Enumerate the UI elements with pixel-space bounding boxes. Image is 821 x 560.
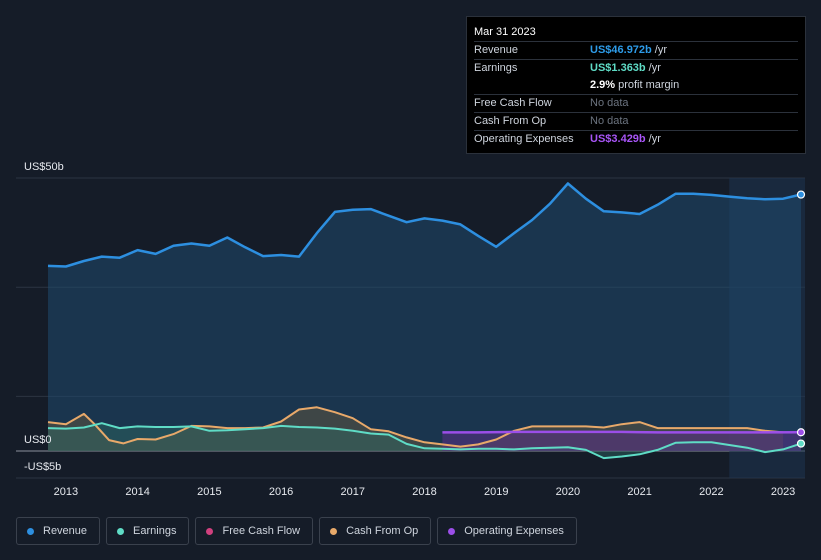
legend-item-revenue[interactable]: Revenue [16,517,101,545]
legend-dot-icon [27,527,34,535]
tooltip-cfo-value: No data [590,115,629,127]
tooltip-row-opex: Operating Expenses US$3.429b /yr [474,130,798,148]
x-tick-label: 2020 [556,486,580,498]
revenue-area [48,183,801,451]
tooltip-cfo-label: Cash From Op [474,115,547,127]
tooltip-margin-text: profit margin [618,79,680,91]
series-areas [48,183,801,459]
series-lines [47,182,802,460]
tooltip-earnings-value: US$1.363b [590,62,646,74]
tooltip-earnings-label: Earnings [474,62,518,74]
legend: Revenue Earnings Free Cash Flow Cash Fro… [16,517,577,545]
tooltip-opex-value: US$3.429b [590,133,646,145]
y-tick-label: US$50b [24,161,64,173]
tooltip-row-earnings: Earnings US$1.363b /yr [474,59,798,77]
operating-expenses-area [442,431,801,451]
earnings-marker [796,439,806,448]
earnings-line [47,422,802,460]
legend-label: Free Cash Flow [222,525,301,537]
legend-label: Operating Expenses [464,525,564,537]
legend-dot-icon [448,527,456,535]
tooltip: Mar 31 2023 Revenue US$46.972b /yr Earni… [466,16,806,154]
x-tick-label: 2023 [771,486,795,498]
tooltip-revenue-value: US$46.972b [590,44,652,56]
legend-item-free-cash-flow[interactable]: Free Cash Flow [195,517,314,545]
tooltip-opex-label: Operating Expenses [474,133,574,145]
y-tick-label: US$0 [24,434,52,446]
x-axis: 2013 2014 2015 2016 2017 2018 2019 2020 2021 2022… [54,486,796,498]
x-tick-label: 2015 [197,486,221,498]
x-tick-label: 2013 [54,486,78,498]
revenue-line [47,182,802,268]
tooltip-row-revenue: Revenue US$46.972b /yr [474,41,798,59]
legend-label: Earnings [133,525,177,537]
legend-item-earnings[interactable]: Earnings [106,517,190,545]
tooltip-margin-spacer [474,77,590,94]
tooltip-revenue-unit: /yr [654,44,667,56]
earnings-area [48,423,801,459]
legend-dot-icon [330,527,338,535]
x-tick-label: 2014 [125,486,149,498]
legend-label: Cash From Op [346,525,419,537]
y-axis: US$50b US$0 -US$5b [24,161,64,473]
tooltip-earnings-unit: /yr [648,62,661,74]
operating-expenses-line [442,430,802,434]
legend-item-cash-from-op[interactable]: Cash From Op [319,517,432,545]
cash-from-op-line [47,406,784,448]
tooltip-opex-unit: /yr [648,133,661,145]
tooltip-margin-value: 2.9% [590,79,616,91]
operating-expenses-marker [796,428,806,437]
legend-item-operating-expenses[interactable]: Operating Expenses [437,517,577,545]
tooltip-fcf-value: No data [590,97,629,109]
tooltip-row-cfo: Cash From Op No data [474,112,798,130]
x-tick-label: 2017 [341,486,365,498]
legend-label: Revenue [43,525,88,537]
tooltip-row-margin: 2.9% profit margin [474,77,798,94]
tooltip-row-fcf: Free Cash Flow No data [474,94,798,112]
legend-dot-icon [117,527,125,535]
y-tick-label: -US$5b [24,461,61,473]
endpoint-markers [796,190,806,448]
x-tick-label: 2016 [269,486,293,498]
revenue-marker [796,190,806,199]
tooltip-date: Mar 31 2023 [474,26,536,38]
tooltip-fcf-label: Free Cash Flow [474,97,552,109]
legend-dot-icon [206,527,214,535]
x-tick-label: 2022 [699,486,723,498]
x-tick-label: 2018 [412,486,436,498]
tooltip-revenue-label: Revenue [474,44,519,56]
x-tick-label: 2021 [627,486,651,498]
x-tick-label: 2019 [484,486,508,498]
